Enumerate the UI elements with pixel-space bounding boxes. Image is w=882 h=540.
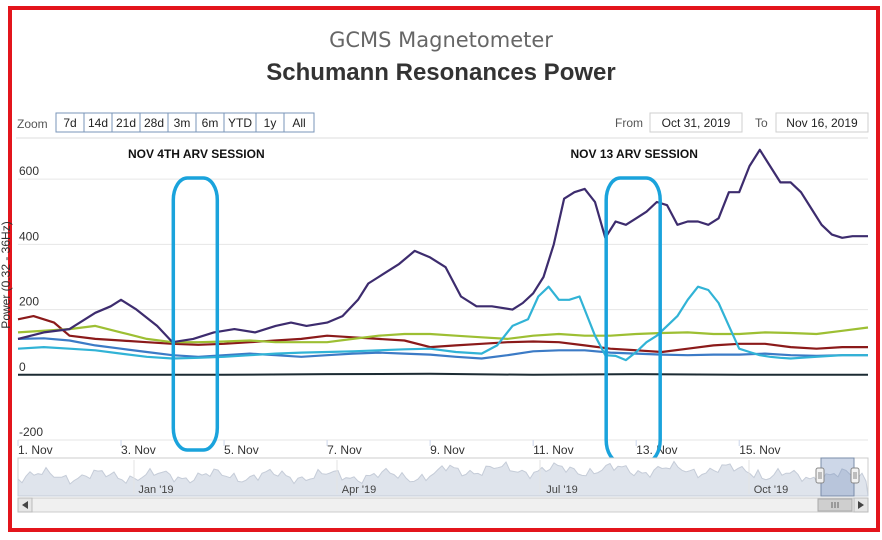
navigator-left-handle[interactable] (815, 467, 825, 484)
zoom-button-7d[interactable]: 7d (55, 112, 85, 133)
navigator-right-handle[interactable] (850, 467, 860, 484)
series-line-1 (17, 285, 868, 362)
annotation-highlight-oval (171, 176, 220, 452)
x-tick-label: 9. Nov (430, 443, 465, 457)
zoom-button-all[interactable]: All (283, 112, 315, 133)
navigator-selection[interactable] (820, 457, 855, 497)
series-line-5 (18, 372, 868, 376)
zoom-button-label: 28d (144, 116, 164, 130)
zoom-button-label: 3m (174, 116, 191, 130)
zoom-button-label: All (292, 116, 305, 130)
series-line-4 (17, 337, 868, 360)
series-group (17, 148, 869, 376)
chart-title: GCMS Magnetometer (329, 28, 553, 52)
zoom-button-label: YTD (228, 116, 252, 130)
annotation-group: NOV 4TH ARV SESSION NOV 13 ARV SESSION (128, 147, 698, 464)
zoom-button-ytd[interactable]: YTD (223, 112, 257, 133)
to-date-value: Nov 16, 2019 (786, 116, 858, 130)
annotation-label: NOV 4TH ARV SESSION (128, 147, 265, 161)
zoom-button-frame (283, 112, 315, 133)
navigator-label: Apr '19 (342, 484, 377, 496)
zoom-button-label: 1y (264, 116, 277, 130)
scrollbar[interactable] (17, 497, 869, 513)
x-axis-ticks: 1. Nov 3. Nov 5. Nov 7. Nov 9. Nov 11. Nov 13.… (17, 440, 781, 457)
x-tick-label: 3. Nov (121, 443, 156, 457)
series-line-0 (17, 148, 868, 344)
to-date-input[interactable]: Nov 16, 2019 (775, 112, 869, 133)
y-axis-ticks: 600 400 200 0 -200 (19, 164, 43, 439)
navigator-label: Jan '19 (138, 484, 173, 496)
zoom-button-label: 21d (116, 116, 136, 130)
scroll-left-arrow-icon (22, 501, 28, 509)
x-tick-label: 5. Nov (224, 443, 259, 457)
y-tick-label: 600 (19, 164, 39, 178)
navigator-label: Jul '19 (546, 484, 577, 496)
zoom-button-label: 14d (88, 116, 108, 130)
outer-red-frame (8, 6, 880, 532)
zoom-button-label: 6m (202, 116, 219, 130)
navigator-axis-labels: Jan '19 Apr '19 Jul '19 Oct '19 (133, 460, 789, 496)
y-grid (18, 178, 868, 441)
zoom-button-1y[interactable]: 1y (255, 112, 285, 133)
x-tick-label: 1. Nov (18, 443, 53, 457)
series-line-2 (17, 324, 869, 344)
series-line-3 (17, 315, 868, 354)
y-tick-label: -200 (19, 425, 43, 439)
zoom-button-3m[interactable]: 3m (167, 112, 197, 133)
x-tick-label: 11. Nov (533, 443, 573, 457)
scroll-right-arrow-icon (858, 501, 864, 509)
scrollbar-track[interactable] (17, 497, 869, 513)
navigator-label: Oct '19 (754, 484, 789, 496)
x-tick-label: 15. Nov (739, 443, 780, 457)
zoom-button-label: 7d (63, 116, 76, 130)
from-date-input[interactable]: Oct 31, 2019 (649, 112, 743, 133)
y-axis-title: Power (0.32 - 36Hz) (0, 221, 13, 328)
zoom-button-14d[interactable]: 14d (83, 112, 113, 133)
y-tick-label: 200 (19, 295, 39, 309)
zoom-button-21d[interactable]: 21d (111, 112, 141, 133)
y-tick-label: 400 (19, 229, 39, 243)
chart-subtitle: Schumann Resonances Power (266, 59, 615, 86)
zoom-label: Zoom (17, 117, 48, 131)
navigator[interactable]: Jan '19 Apr '19 Jul '19 Oct '19 (17, 457, 869, 497)
to-label: To (755, 116, 768, 130)
x-tick-label: 7. Nov (327, 443, 362, 457)
y-tick-label: 0 (19, 360, 26, 374)
zoom-button-28d[interactable]: 28d (139, 112, 169, 133)
zoom-button-group: 7d 14d 21d 28d 3m 6m YTD 1y All (55, 112, 315, 133)
from-label: From (615, 116, 643, 130)
annotation-label: NOV 13 ARV SESSION (570, 147, 697, 161)
zoom-button-6m[interactable]: 6m (195, 112, 225, 133)
from-date-value: Oct 31, 2019 (662, 116, 731, 130)
navigator-area (17, 460, 869, 497)
